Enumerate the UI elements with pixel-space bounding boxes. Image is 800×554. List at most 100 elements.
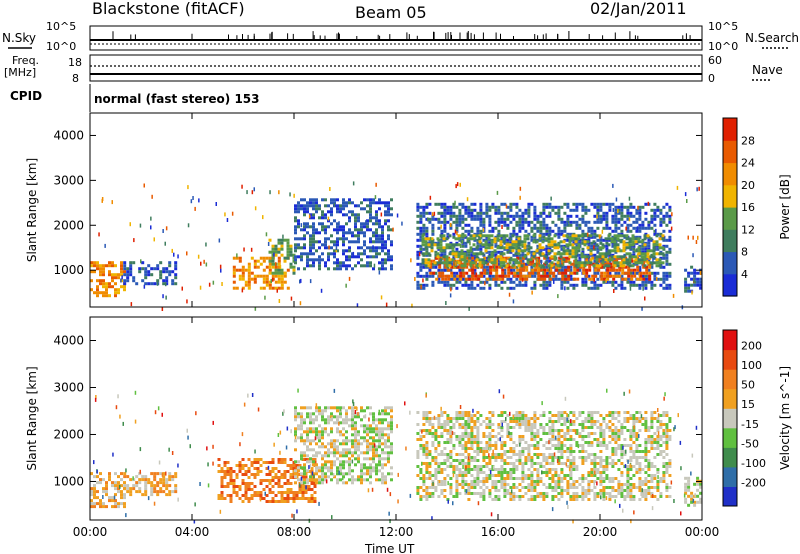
echo-cell [452,202,456,206]
echo-cell [661,234,665,238]
echo-cell [486,277,490,281]
echo-cell [565,243,569,247]
echo-cell [668,274,672,278]
echo-speckle [98,232,100,237]
echo-cell [561,277,565,281]
y-axis-label: Slant Range [km] [25,158,39,262]
echo-cell [306,430,309,434]
echo-cell [321,213,324,217]
echo-cell [560,423,564,426]
echo-cell [464,280,468,284]
echo-cell [375,234,378,238]
echo-cell [578,253,582,257]
echo-cell [668,217,672,221]
echo-cell [440,214,444,218]
echo-speckle [177,254,179,259]
echo-cell [369,201,372,205]
echo-cell [545,232,549,236]
echo-cell [585,274,589,278]
echo-cell [427,252,431,256]
echo-cell [633,268,637,272]
echo-cell [467,414,471,417]
echo-cell [506,250,510,254]
echo-cell [467,256,471,260]
echo-cell [502,264,506,268]
echo-cell [372,412,375,416]
echo-cell [300,252,303,256]
echo-cell [646,261,650,265]
echo-cell [431,283,435,287]
echo-cell [635,208,639,212]
echo-cell [503,462,507,465]
echo-cell [330,469,333,473]
echo-speckle [531,290,533,295]
echo-cell [593,253,597,257]
echo-cell [497,250,501,254]
echo-cell [315,201,318,205]
echo-cell [607,243,611,247]
echo-cell [220,470,224,473]
echo-cell [324,240,327,244]
echo-cell [321,427,324,431]
echo-cell [500,420,504,423]
echo-cell [283,461,287,464]
echo-cell [653,271,657,275]
echo-cell [390,421,393,425]
echo-cell [519,277,523,281]
echo-cell [521,471,525,474]
echo-cell [366,222,369,226]
echo-cell [312,261,315,265]
echo-cell [324,261,327,265]
echo-cell [646,249,650,253]
echo-cell [527,489,531,492]
echo-cell [171,475,175,479]
echo-cell [458,444,462,447]
echo-cell [339,472,342,476]
echo-cell [247,280,251,284]
echo-cell [515,465,519,468]
echo-cell [141,493,145,497]
echo-cell [635,217,639,221]
echo-cell [557,211,561,215]
echo-cell [416,238,420,242]
echo-cell [479,220,483,224]
echo-speckle [186,299,188,304]
echo-cell [297,210,300,214]
echo-cell [539,229,543,233]
echo-cell [551,444,555,447]
echo-cell [294,204,297,208]
echo-cell [384,445,387,449]
echo-cell [473,441,477,444]
echo-speckle [461,240,464,244]
echo-cell [312,472,315,476]
echo-speckle [695,240,698,244]
echo-cell [583,243,587,247]
echo-speckle [634,270,636,275]
echo-cell [443,220,447,224]
echo-cell [461,438,465,441]
echo-cell [348,418,351,422]
echo-cell [90,499,93,503]
echo-cell [497,211,501,215]
echo-cell [171,270,175,274]
echo-cell [635,229,639,233]
colorbar-label: Power [dB] [778,174,792,239]
echo-cell [381,433,384,437]
echo-cell [419,211,423,215]
echo-cell [518,462,522,465]
echo-cell [617,205,621,209]
echo-cell [554,489,558,492]
echo-cell [419,217,423,221]
echo-speckle [150,216,152,221]
echo-cell [108,273,111,277]
echo-cell [476,468,480,471]
echo-cell [505,264,509,268]
echo-cell [488,423,492,426]
echo-cell [256,259,260,263]
echo-cell [129,487,133,491]
echo-cell [351,234,354,238]
echo-cell [481,261,485,265]
echo-cell [488,229,492,233]
echo-cell [174,261,178,265]
echo-cell [639,271,643,275]
